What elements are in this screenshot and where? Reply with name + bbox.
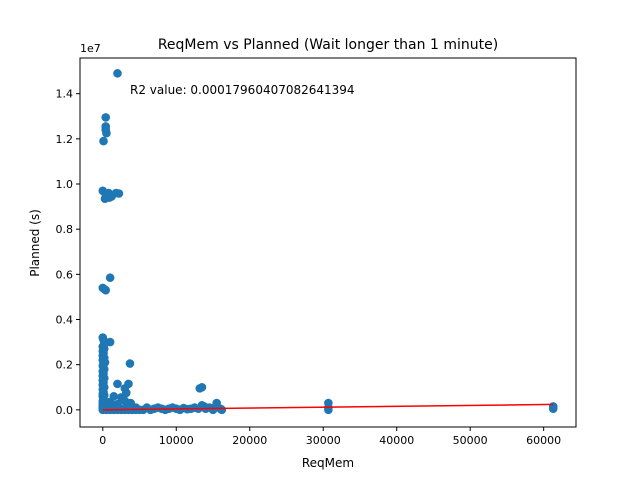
scatter-point	[101, 285, 111, 295]
y-tick-label: 0.4	[56, 314, 74, 327]
scatter-point	[125, 359, 135, 368]
x-tick-label: 50000	[453, 434, 488, 447]
scatter-point	[197, 382, 207, 392]
y-tick-label: 0.0	[56, 404, 74, 417]
r2-annotation: R2 value: 0.00017960407082641394	[130, 83, 355, 97]
x-tick-label: 0	[99, 434, 106, 447]
x-axis-label: ReqMem	[302, 456, 354, 470]
scatter-point	[113, 379, 122, 389]
scatter-point	[324, 398, 333, 408]
scatter-point	[114, 189, 124, 198]
scatter-point	[217, 405, 227, 415]
y-tick-label: 0.8	[56, 223, 74, 236]
scatter-point	[105, 193, 114, 202]
y-tick-label: 1.4	[56, 88, 74, 101]
x-tick-label: 20000	[232, 434, 267, 447]
scatter-point	[113, 69, 122, 78]
y-axis-offset-label: 1e7	[80, 42, 101, 55]
y-tick-label: 1.0	[56, 178, 74, 191]
y-tick-label: 0.2	[56, 359, 74, 372]
y-axis-label: Planned (s)	[28, 209, 42, 277]
x-axis-ticks: 0 10000 20000 30000 40000 50000 60000	[99, 427, 561, 447]
scatter-point	[101, 113, 111, 122]
scatter-points	[98, 69, 558, 415]
y-tick-label: 1.2	[56, 133, 74, 146]
y-axis-ticks: 0.0 0.2 0.4 0.6 0.8 1.0 1.2 1.4	[56, 88, 80, 417]
chart-title: ReqMem vs Planned (Wait longer than 1 mi…	[158, 37, 498, 53]
scatter-point	[102, 128, 111, 138]
scatter-point	[105, 273, 115, 283]
x-tick-label: 60000	[526, 434, 561, 447]
x-tick-label: 10000	[159, 434, 194, 447]
scatter-point	[105, 337, 115, 347]
x-tick-label: 30000	[306, 434, 341, 447]
regression-line-layer	[102, 403, 554, 411]
y-tick-label: 0.6	[56, 268, 74, 281]
scatter-point	[99, 136, 108, 146]
x-tick-label: 40000	[379, 434, 414, 447]
axes-frame	[79, 57, 577, 428]
regression-line	[102, 403, 554, 411]
scatter-point	[548, 402, 558, 411]
